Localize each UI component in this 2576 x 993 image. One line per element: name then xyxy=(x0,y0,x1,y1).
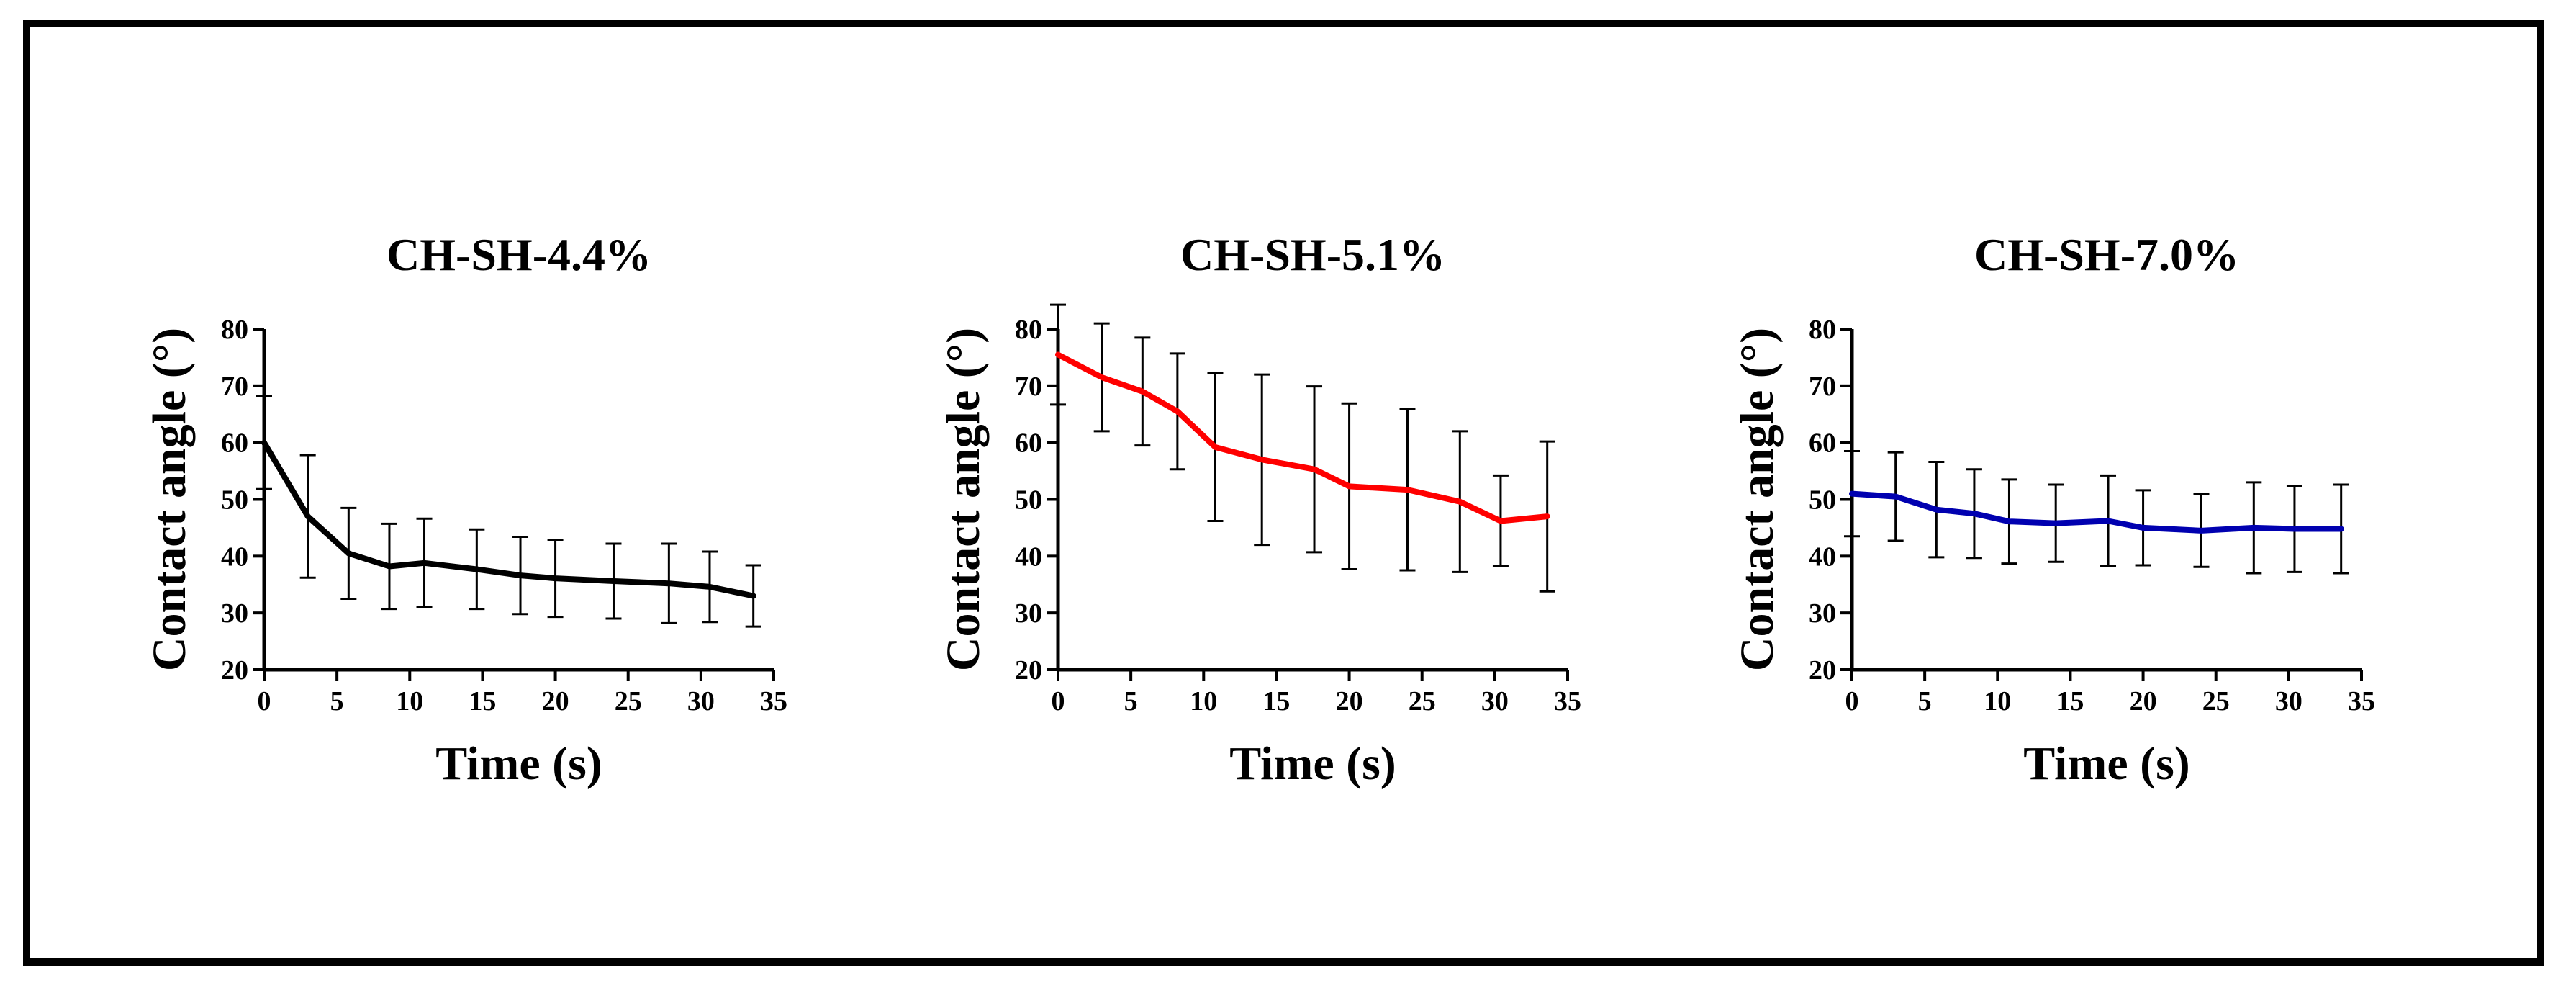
y-tick-label: 60 xyxy=(1015,428,1042,459)
x-tick-label: 10 xyxy=(1190,686,1217,716)
x-tick-label: 20 xyxy=(1336,686,1363,716)
x-tick-label: 20 xyxy=(542,686,569,716)
x-tick-label: 30 xyxy=(687,686,715,716)
y-tick-label: 50 xyxy=(1015,485,1042,516)
chart-panel-ch-sh-5-1: CH-SH-5.1% Time (s) Contact angle (°) 20… xyxy=(937,229,1581,790)
y-tick-label: 60 xyxy=(1809,428,1836,459)
chart-panel-ch-sh-4-4: CH-SH-4.4% Time (s) Contact angle (°) 20… xyxy=(143,229,787,790)
x-tick-label: 0 xyxy=(1845,686,1859,716)
x-tick-label: 0 xyxy=(1052,686,1065,716)
y-tick-label: 20 xyxy=(1809,655,1836,686)
x-tick-label: 25 xyxy=(1409,686,1436,716)
y-tick-label: 50 xyxy=(221,485,248,516)
y-tick-label: 40 xyxy=(221,542,248,572)
y-tick-label: 60 xyxy=(221,428,248,459)
chart-title: CH-SH-5.1% xyxy=(1180,229,1445,280)
x-tick-label: 10 xyxy=(396,686,423,716)
x-tick-label: 30 xyxy=(2275,686,2302,716)
x-tick-label: 0 xyxy=(258,686,271,716)
x-tick-label: 15 xyxy=(1262,686,1290,716)
x-axis-label: Time (s) xyxy=(1229,737,1396,790)
y-tick-label: 40 xyxy=(1015,542,1042,572)
y-tick-label: 80 xyxy=(1015,315,1042,345)
x-axis-label: Time (s) xyxy=(2023,737,2190,790)
y-tick-label: 40 xyxy=(1809,542,1836,572)
figure-frame xyxy=(23,20,2544,966)
x-tick-label: 5 xyxy=(330,686,344,716)
y-tick-label: 70 xyxy=(1809,372,1836,402)
y-tick-label: 80 xyxy=(221,315,248,345)
y-tick-label: 20 xyxy=(221,655,248,686)
y-tick-label: 30 xyxy=(1809,598,1836,629)
x-tick-label: 15 xyxy=(2056,686,2084,716)
chart-title: CH-SH-4.4% xyxy=(387,229,651,280)
y-tick-label: 50 xyxy=(1809,485,1836,516)
series-line xyxy=(1055,351,1550,524)
chart-title: CH-SH-7.0% xyxy=(1974,229,2239,280)
x-tick-label: 35 xyxy=(2348,686,2375,716)
series-line xyxy=(1849,490,2344,534)
y-tick-label: 70 xyxy=(1015,372,1042,402)
y-tick-label: 80 xyxy=(1809,315,1836,345)
x-tick-label: 35 xyxy=(1554,686,1581,716)
chart-panel-ch-sh-7-0: CH-SH-7.0% Time (s) Contact angle (°) 20… xyxy=(1731,229,2375,790)
x-tick-label: 20 xyxy=(2130,686,2157,716)
x-tick-label: 35 xyxy=(760,686,787,716)
y-tick-label: 70 xyxy=(221,372,248,402)
y-tick-label: 30 xyxy=(1015,598,1042,629)
x-tick-label: 15 xyxy=(469,686,496,716)
y-axis-label: Contact angle (°) xyxy=(937,328,990,671)
x-tick-label: 10 xyxy=(1984,686,2011,716)
x-tick-label: 25 xyxy=(2202,686,2230,716)
y-axis-label: Contact angle (°) xyxy=(1731,328,1784,671)
series-line xyxy=(261,439,756,599)
x-tick-label: 30 xyxy=(1481,686,1509,716)
y-tick-label: 30 xyxy=(221,598,248,629)
x-tick-label: 5 xyxy=(1124,686,1138,716)
x-tick-label: 25 xyxy=(615,686,642,716)
y-tick-label: 20 xyxy=(1015,655,1042,686)
x-axis-label: Time (s) xyxy=(435,737,602,790)
x-tick-label: 5 xyxy=(1918,686,1932,716)
y-axis-label: Contact angle (°) xyxy=(143,328,196,671)
